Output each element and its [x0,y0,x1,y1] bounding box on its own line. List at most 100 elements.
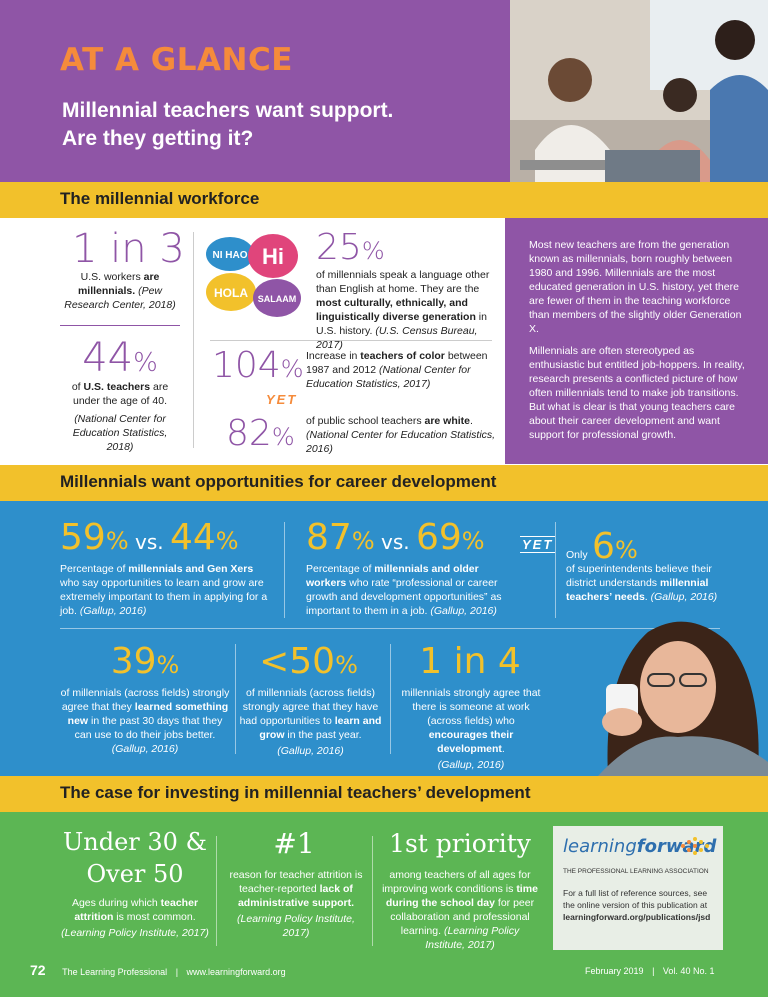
stat-59-text: Percentage of millennials and Gen Xers w… [60,562,270,618]
stat-82-text-b: are white [424,415,471,427]
number-one-reason: #1 [273,827,315,860]
s5-text-a: of millennials (across fields) strongly … [239,687,379,727]
c3-source: (Learning Policy Institute, 2017) [425,925,520,951]
stat-6-text: of superintendents believe their distric… [566,562,726,604]
learning-forward-box: learningforward THE PROFESSIONAL LEARNIN… [553,826,723,950]
stat-1-in-4-text: millennials strongly agree that there is… [397,686,545,772]
stat-25-text-c: in U.S. history. [316,311,487,337]
c3-text-c: for peer collaboration and professional … [390,897,535,937]
career-band: Millennials want opportunities for caree… [0,465,768,501]
teacher-with-coffee-photo [578,612,768,776]
stat-1-text: U.S. workers are millennials. (Pew Resea… [60,270,180,312]
stat-under-50-percent: <50% [236,640,381,690]
vs-label: vs. [128,530,170,554]
stat-87-pct: % [351,527,375,555]
issue-volume: Vol. 40 No. 1 [662,966,715,976]
stat-under-50-pct: % [335,651,358,679]
stat-82-text-a: of public school teachers [306,415,425,427]
vs-label: vs. [374,530,416,554]
lf-note: For a full list of reference sources, se… [563,887,713,923]
stat-69-pct: % [461,527,485,555]
footer-left: 72 The Learning Professional | www.learn… [30,962,286,978]
stat-104-value: 104 [212,345,281,386]
footer-website[interactable]: www.learningforward.org [186,967,286,977]
stat-59-vs-44: 59% vs. 44% [60,516,239,566]
bubble-hi: Hi [262,244,284,269]
stat-39-pct: % [156,651,180,679]
stat-6-value: 6 [592,526,615,567]
divider [60,628,720,629]
stat-under-50-text: of millennials (across fields) strongly … [238,686,383,758]
bubble-nihao: NI HAO [213,250,248,261]
stat-39-text: of millennials (across fields) strongly … [60,686,230,756]
c1-value-line-2: Over 50 [86,860,184,888]
c3-text: among teachers of all ages for improving… [380,868,540,952]
stat-1-text-a: U.S. workers [80,271,144,283]
c1-text-a: Ages during which [71,897,161,909]
footer-separator: | [175,967,179,977]
stat-104-text: Increase in teachers of color between 19… [306,349,491,391]
stat-82-value: 82 [226,413,272,454]
stat-1-in-4: 1 in 4 [419,641,521,682]
stat-104-pct: % [280,355,304,383]
learning-forward-logo: learningforward [563,836,716,866]
stat-25-source: (U.S. Census Bureau, 2017) [316,325,478,351]
divider [216,836,217,946]
stat-82-text-c: . [470,415,473,427]
stat-87-value: 87 [306,517,352,558]
stat-44-text-c: are under the age of 40. [73,381,169,407]
s4-text-c: in the past 30 days that they can use to… [74,715,223,741]
headline: Millennial teachers want support. Are th… [62,97,393,153]
stat-6-pct: % [614,536,638,564]
stat-104-text-c: between 1987 and 2012 [306,350,488,376]
s6-text-c: . [501,743,505,755]
headline-line-2: Are they getting it? [62,127,254,150]
lf-url[interactable]: learningforward.org/publications/jsd [563,912,711,922]
headline-line-1: Millennial teachers want support. [62,99,394,122]
c1-text: Ages during which teacher attrition is m… [60,896,210,940]
workforce-band: The millennial workforce [0,182,768,218]
s6-text-b: encourages their development [428,729,514,755]
first-priority: 1st priority [389,829,531,858]
stat-6-percent: Only 6% [566,526,638,567]
s2-source: (Gallup, 2016) [430,605,497,617]
s6-source: (Gallup, 2016) [437,759,505,771]
stat-82-percent: 82% [226,412,295,462]
stat-104-percent: 104% [212,344,304,394]
stat-under-50-value: <50 [259,641,336,682]
stat-1-in-3: 1 in 3 [72,226,185,272]
stat-44-value: 44 [82,335,134,381]
logo-dots-icon [681,837,709,855]
s3-source: (Gallup, 2016) [650,591,718,603]
s3-text-b: millennial teachers’ needs [566,577,709,603]
stat-44-pct: % [133,348,158,378]
divider [372,836,373,946]
stat-104-text-a: Increase in [306,350,361,362]
language-bubbles-graphic: NI HAO Hi HOLA SALAAM [205,232,303,327]
workforce-sidebar: Most new teachers are from the generatio… [505,218,768,464]
stat-44-percent: 44% [60,336,180,388]
c1-value-line-1: Under 30 & [63,828,207,856]
bubble-hola: HOLA [214,286,248,300]
stat-25-text-a: of millennials speak a language other th… [316,269,490,295]
stat-59-pct: % [105,527,129,555]
divider [235,644,236,754]
footer-separator: | [652,966,655,976]
stat-39-value: 39 [110,641,157,682]
yet-label-career: YET [520,536,556,553]
c3-text-b: time during the school day [385,883,538,909]
s1-source: (Gallup, 2016) [79,605,147,617]
kicker-title: AT A GLANCE [60,42,293,78]
logo-learning: learning [563,836,637,857]
bubble-salaam: SALAAM [258,294,297,304]
stat-44-source: (National Center for Education Statistic… [72,413,168,453]
stat-1-text-b: are millennials. [77,271,160,297]
s1-text-c: who say opportunities to learn and grow … [60,577,268,617]
stat-59-value: 59 [60,517,106,558]
s5-source: (Gallup, 2016) [277,745,344,757]
s5-text-b: learn and grow [259,715,382,741]
sidebar-paragraph-2: Millennials are often stereotyped as ent… [529,345,745,441]
stat-82-pct: % [271,423,295,451]
stat-44-text-b: U.S. teachers [83,381,151,393]
workforce-title: The millennial workforce [60,189,260,208]
